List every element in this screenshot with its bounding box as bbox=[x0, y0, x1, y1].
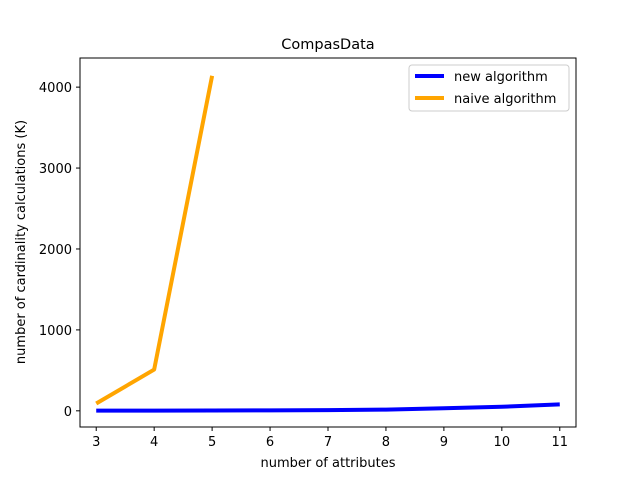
x-tick-label: 11 bbox=[552, 435, 569, 450]
x-tick-label: 10 bbox=[494, 435, 511, 450]
y-axis-label: number of cardinality calculations (K) bbox=[14, 120, 29, 364]
plot-area bbox=[80, 58, 576, 427]
x-tick-label: 9 bbox=[440, 435, 448, 450]
x-tick-label: 6 bbox=[266, 435, 274, 450]
legend-label-new-algorithm: new algorithm bbox=[454, 70, 548, 85]
x-tick-label: 7 bbox=[324, 435, 332, 450]
x-tick-label: 3 bbox=[92, 435, 100, 450]
chart-title: CompasData bbox=[281, 37, 374, 53]
x-tick-label: 8 bbox=[382, 435, 390, 450]
y-tick-label: 0 bbox=[64, 405, 72, 420]
y-tick-label: 2000 bbox=[39, 243, 72, 258]
plot-frame bbox=[79, 57, 577, 428]
legend: new algorithm naive algorithm bbox=[408, 64, 570, 112]
legend-label-naive-algorithm: naive algorithm bbox=[454, 92, 556, 107]
series-line-naive-algorithm bbox=[95, 75, 215, 406]
x-tick-label: 5 bbox=[208, 435, 216, 450]
series-line-new-algorithm bbox=[96, 402, 560, 413]
tick-group: 3 4 5 6 7 8 9 10 11 0 1000 2000 3000 4000 bbox=[39, 81, 568, 450]
y-tick-label: 3000 bbox=[39, 162, 72, 177]
x-tick-label: 4 bbox=[150, 435, 158, 450]
x-axis-label: number of attributes bbox=[260, 456, 395, 471]
y-tick-label: 4000 bbox=[39, 81, 72, 96]
series-lines bbox=[95, 75, 560, 413]
legend-box bbox=[408, 64, 570, 112]
y-tick-label: 1000 bbox=[39, 324, 72, 339]
